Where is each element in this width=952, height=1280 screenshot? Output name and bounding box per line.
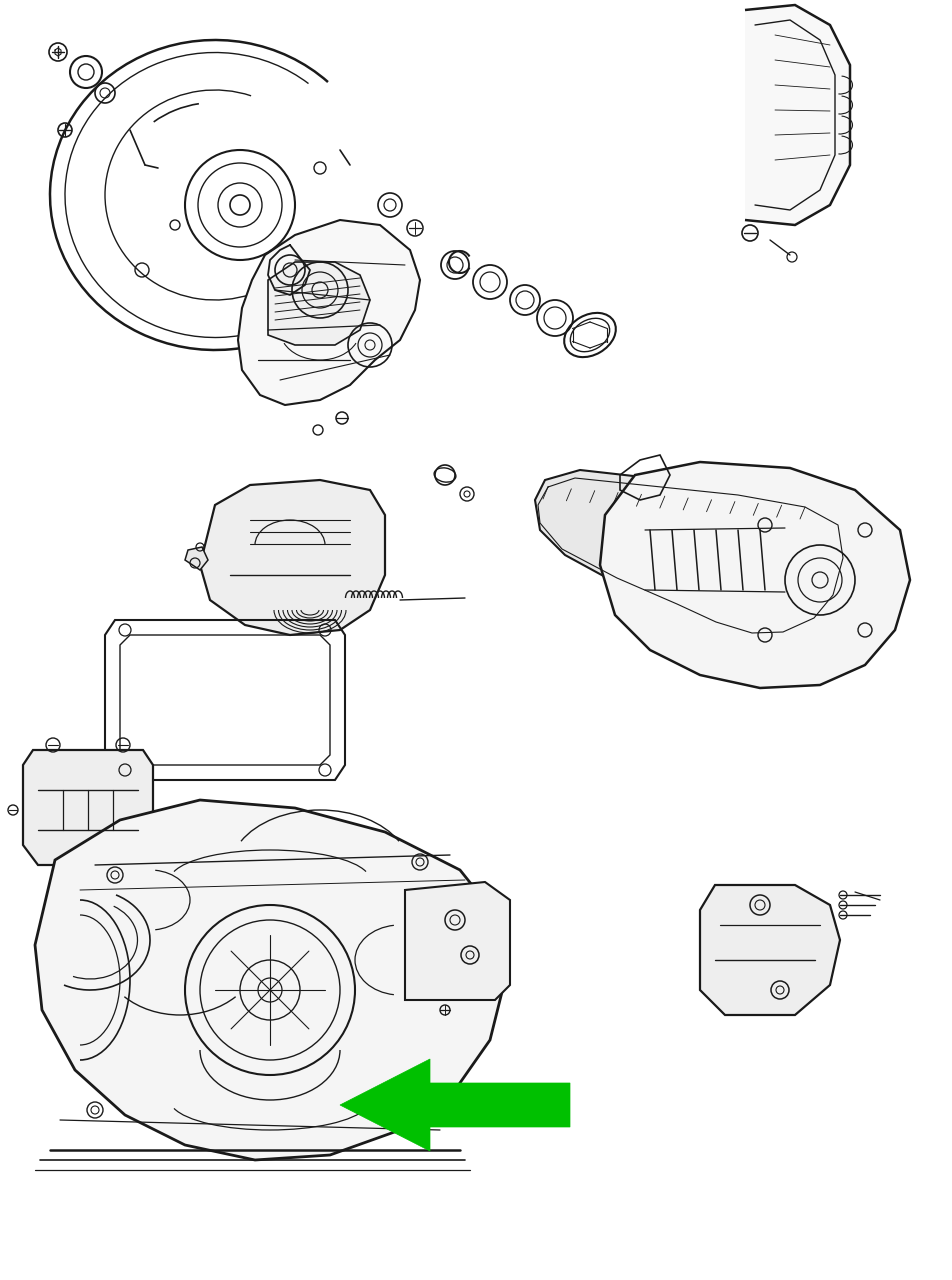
Polygon shape	[745, 5, 850, 225]
Polygon shape	[185, 547, 208, 570]
Polygon shape	[35, 800, 505, 1160]
Polygon shape	[700, 884, 840, 1015]
Polygon shape	[340, 1059, 570, 1151]
Polygon shape	[238, 220, 420, 404]
Polygon shape	[23, 750, 153, 865]
Polygon shape	[600, 462, 910, 689]
Polygon shape	[535, 470, 850, 640]
Polygon shape	[268, 262, 370, 346]
Polygon shape	[200, 480, 385, 635]
Polygon shape	[405, 882, 510, 1000]
